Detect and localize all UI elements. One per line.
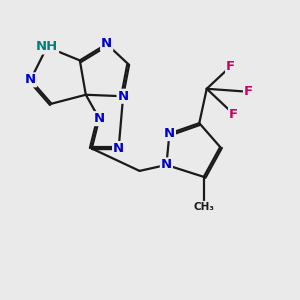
Text: F: F (226, 60, 235, 73)
Text: N: N (94, 112, 105, 125)
Text: F: F (229, 108, 238, 121)
Text: N: N (25, 73, 36, 86)
Text: CH₃: CH₃ (193, 202, 214, 212)
Text: N: N (164, 127, 175, 140)
Text: N: N (113, 142, 124, 155)
Text: N: N (161, 158, 172, 171)
Text: NH: NH (36, 40, 58, 53)
Text: N: N (101, 38, 112, 50)
Text: F: F (244, 85, 253, 98)
Text: N: N (118, 90, 129, 103)
